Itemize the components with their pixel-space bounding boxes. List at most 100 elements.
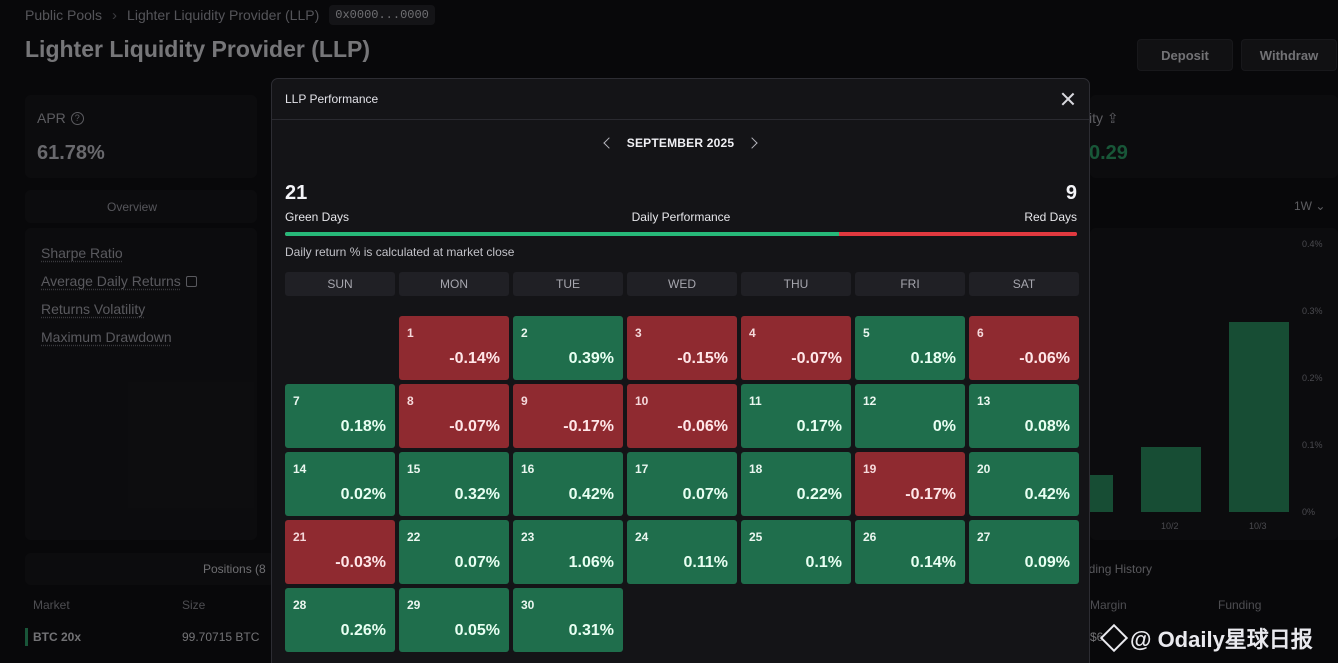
next-month-icon[interactable] [746, 137, 758, 149]
calendar-day-number: 16 [521, 462, 535, 476]
position-market[interactable]: BTC 20x [33, 630, 82, 644]
positions-tab-bar [25, 553, 275, 585]
position-margin: $6 [1090, 630, 1104, 644]
weekday-header: SUN MON TUE WED THU FRI SAT [285, 272, 1079, 296]
calendar-day-cell[interactable]: 27 0.09% [969, 520, 1079, 584]
calendar-day-cell[interactable]: 24 0.11% [627, 520, 737, 584]
column-margin: Margin [1090, 598, 1127, 612]
calendar-day-cell[interactable]: 16 0.42% [513, 452, 623, 516]
calendar-day-cell[interactable]: 29 0.05% [399, 588, 509, 652]
ratio-bar-red [839, 232, 1077, 236]
calendar-day-number: 14 [293, 462, 307, 476]
green-red-ratio-bar [285, 232, 1077, 236]
calendar-day-return: 0.05% [454, 622, 500, 639]
modal-title: LLP Performance [285, 92, 379, 106]
calendar-day-cell[interactable]: 10 -0.06% [627, 384, 737, 448]
y-axis-tick: 0.2% [1302, 373, 1323, 383]
calendar-day-cell[interactable]: 15 0.32% [399, 452, 509, 516]
metric-average-daily-returns[interactable]: Average Daily Returns [41, 273, 197, 289]
share-icon[interactable]: ⇪ [1106, 110, 1119, 126]
breadcrumb: Public Pools › Lighter Liquidity Provide… [25, 4, 435, 26]
chevron-down-icon: ⌄ [1315, 199, 1326, 213]
month-label: SEPTEMBER 2025 [626, 136, 735, 150]
calendar-day-cell[interactable]: 13 0.08% [969, 384, 1079, 448]
deposit-button[interactable]: Deposit [1137, 39, 1233, 71]
calendar-day-cell[interactable]: 25 0.1% [741, 520, 851, 584]
y-axis-tick: 0% [1302, 507, 1316, 517]
calendar-day-cell[interactable]: 12 0% [855, 384, 965, 448]
calendar-day-return: 0.32% [454, 486, 500, 503]
calculation-note: Daily return % is calculated at market c… [285, 245, 515, 259]
returns-bar[interactable] [1141, 447, 1201, 512]
calendar-day-cell[interactable]: 22 0.07% [399, 520, 509, 584]
calendar-day-number: 20 [977, 462, 991, 476]
calendar-empty-cell [285, 316, 395, 380]
weekday-fri: FRI [855, 272, 965, 296]
help-icon[interactable]: ? [70, 111, 84, 125]
calendar-day-cell[interactable]: 4 -0.07% [741, 316, 851, 380]
calendar-day-return: 0.17% [796, 418, 842, 435]
close-icon[interactable] [1061, 92, 1075, 106]
liquidity-label-text: ity [1089, 110, 1103, 126]
metric-sharpe-ratio[interactable]: Sharpe Ratio [41, 245, 123, 261]
metric-returns-volatility[interactable]: Returns Volatility [41, 301, 146, 317]
calendar-day-cell[interactable]: 14 0.02% [285, 452, 395, 516]
apr-label: APR ? [37, 110, 84, 126]
calendar-day-cell[interactable]: 2 0.39% [513, 316, 623, 380]
green-days-label: Green Days [285, 210, 350, 224]
tab-funding-history[interactable]: nding History [1082, 562, 1153, 576]
calendar-day-cell[interactable]: 6 -0.06% [969, 316, 1079, 380]
calendar-day-cell[interactable]: 30 0.31% [513, 588, 623, 652]
previous-month-icon[interactable] [603, 137, 615, 149]
calendar-day-return: 0.42% [568, 486, 614, 503]
y-axis-tick: 0.4% [1302, 239, 1323, 249]
calendar-day-return: -0.07% [791, 350, 842, 367]
weekday-thu: THU [741, 272, 851, 296]
calendar-day-cell[interactable]: 3 -0.15% [627, 316, 737, 380]
calendar-day-cell[interactable]: 23 1.06% [513, 520, 623, 584]
period-select-value: 1W [1294, 199, 1312, 213]
calendar-day-number: 21 [293, 530, 307, 544]
calendar-day-cell[interactable]: 7 0.18% [285, 384, 395, 448]
calendar-icon [185, 276, 197, 287]
returns-bar[interactable] [1229, 321, 1289, 512]
y-axis-tick: 0.1% [1302, 440, 1323, 450]
calendar-day-number: 30 [521, 598, 535, 612]
calendar-day-cell[interactable]: 1 -0.14% [399, 316, 509, 380]
liquidity-label: ity ⇪ [1089, 110, 1119, 127]
position-side-indicator [25, 628, 28, 646]
tab-overview[interactable]: Overview [106, 200, 157, 214]
breadcrumb-root[interactable]: Public Pools [25, 7, 103, 23]
calendar-day-cell[interactable]: 11 0.17% [741, 384, 851, 448]
calendar-day-cell[interactable]: 28 0.26% [285, 588, 395, 652]
calendar-day-cell[interactable]: 20 0.42% [969, 452, 1079, 516]
watermark: @ Odaily星球日报 [1099, 622, 1313, 654]
calendar-day-cell[interactable]: 19 -0.17% [855, 452, 965, 516]
calendar-day-cell[interactable]: 26 0.14% [855, 520, 965, 584]
metric-maximum-drawdown[interactable]: Maximum Drawdown [41, 329, 172, 345]
calendar-day-return: -0.15% [677, 350, 728, 367]
withdraw-button[interactable]: Withdraw [1241, 39, 1337, 71]
calendar-day-cell[interactable]: 8 -0.07% [399, 384, 509, 448]
green-days-count: 21 [285, 182, 308, 204]
calendar-day-number: 11 [749, 394, 762, 408]
calendar-day-number: 6 [977, 326, 984, 340]
liquidity-value: 0.29 [1089, 142, 1128, 164]
calendar-day-return: 0.26% [340, 622, 386, 639]
pool-address[interactable]: 0x0000...0000 [329, 5, 435, 25]
red-days-count: 9 [1065, 182, 1077, 204]
period-select[interactable]: 1W ⌄ [1294, 199, 1325, 213]
calendar-day-number: 5 [863, 326, 870, 340]
column-funding: Funding [1218, 598, 1262, 612]
calendar-day-cell[interactable]: 5 0.18% [855, 316, 965, 380]
calendar-day-return: 0.14% [910, 554, 956, 571]
calendar-day-cell[interactable]: 18 0.22% [741, 452, 851, 516]
calendar-day-cell[interactable]: 17 0.07% [627, 452, 737, 516]
tab-positions[interactable]: Positions (8 [203, 562, 266, 576]
calendar-day-cell[interactable]: 9 -0.17% [513, 384, 623, 448]
apr-value: 61.78% [37, 142, 105, 164]
calendar-day-cell[interactable]: 21 -0.03% [285, 520, 395, 584]
calendar-day-number: 2 [521, 326, 528, 340]
returns-bar[interactable] [1090, 475, 1113, 512]
calendar-day-return: -0.03% [335, 554, 386, 571]
